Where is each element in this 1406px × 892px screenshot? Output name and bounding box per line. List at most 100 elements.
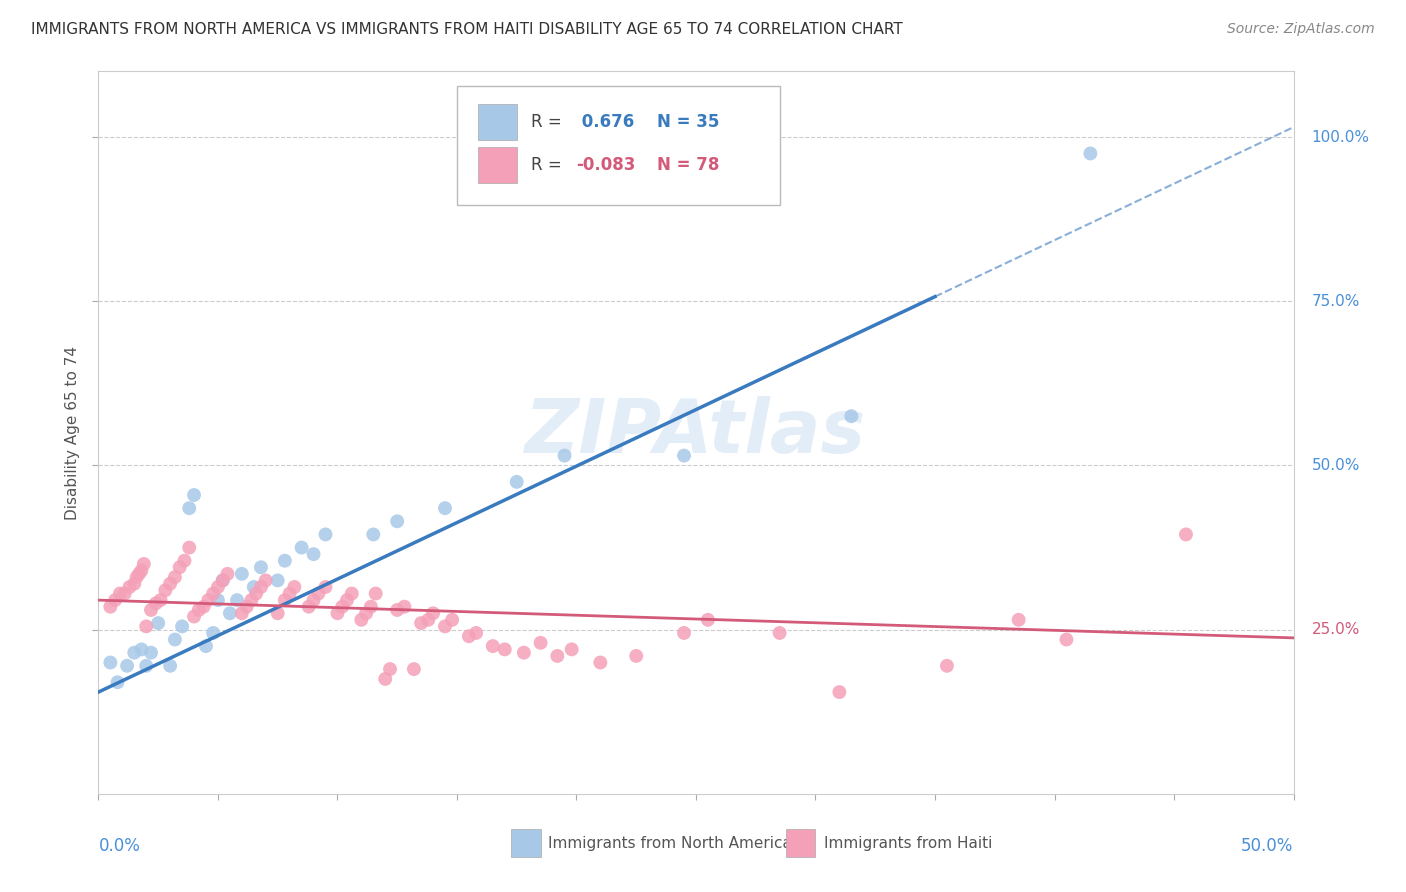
Text: Source: ZipAtlas.com: Source: ZipAtlas.com	[1227, 22, 1375, 37]
Point	[145, 596, 167, 610]
Text: 0.0%: 0.0%	[98, 838, 141, 855]
Point	[148, 616, 170, 631]
Point	[243, 580, 266, 594]
Point	[115, 658, 138, 673]
Text: R =: R =	[531, 156, 567, 174]
Point	[326, 607, 349, 621]
Point	[302, 547, 325, 561]
Point	[673, 449, 696, 463]
Point	[936, 658, 959, 673]
Point	[211, 574, 233, 588]
Point	[118, 580, 141, 594]
Point	[98, 599, 122, 614]
Point	[315, 527, 337, 541]
Point	[1175, 527, 1198, 541]
Point	[98, 656, 122, 670]
Point	[173, 554, 195, 568]
Point	[245, 586, 267, 600]
Point	[207, 580, 229, 594]
Point	[108, 586, 131, 600]
Text: 25.0%: 25.0%	[1312, 623, 1360, 637]
Point	[315, 580, 337, 594]
Point	[302, 593, 325, 607]
Point	[163, 570, 186, 584]
Point	[107, 675, 129, 690]
Point	[219, 607, 242, 621]
Point	[197, 593, 219, 607]
Point	[422, 607, 444, 621]
FancyBboxPatch shape	[478, 103, 517, 140]
Point	[187, 603, 209, 617]
Point	[1080, 146, 1102, 161]
Point	[360, 599, 382, 614]
Point	[207, 593, 229, 607]
Point	[131, 642, 153, 657]
Point	[768, 626, 790, 640]
Point	[402, 662, 425, 676]
Point	[179, 541, 201, 555]
Point	[172, 619, 194, 633]
Point	[179, 501, 201, 516]
Point	[131, 564, 153, 578]
Point	[494, 642, 516, 657]
Point	[139, 646, 162, 660]
Point	[195, 639, 218, 653]
Point	[378, 662, 401, 676]
Text: 100.0%: 100.0%	[1312, 129, 1369, 145]
Point	[240, 593, 263, 607]
Point	[291, 541, 314, 555]
Point	[149, 593, 172, 607]
Point	[159, 658, 181, 673]
Point	[434, 501, 457, 516]
Point	[364, 586, 387, 600]
Point	[354, 607, 377, 621]
Text: Immigrants from North America: Immigrants from North America	[548, 836, 792, 850]
Point	[104, 593, 127, 607]
Point	[546, 648, 568, 663]
Point	[589, 656, 612, 670]
Point	[125, 570, 148, 584]
Point	[217, 566, 239, 581]
Point	[132, 557, 155, 571]
Point	[1008, 613, 1031, 627]
Point	[254, 574, 277, 588]
Point	[385, 514, 409, 528]
Text: 0.676: 0.676	[576, 113, 634, 131]
Point	[530, 636, 553, 650]
Point	[298, 599, 321, 614]
Point	[124, 576, 146, 591]
Point	[159, 576, 181, 591]
Point	[697, 613, 720, 627]
Point	[340, 586, 363, 600]
Point	[135, 619, 157, 633]
Point	[226, 593, 249, 607]
Point	[418, 613, 440, 627]
Point	[114, 586, 136, 600]
Point	[441, 613, 464, 627]
Point	[128, 566, 150, 581]
Point	[841, 409, 863, 424]
Point	[481, 639, 505, 653]
Point	[626, 648, 648, 663]
Point	[363, 527, 385, 541]
FancyBboxPatch shape	[786, 830, 815, 856]
Text: ZIPAtlas: ZIPAtlas	[526, 396, 866, 469]
Text: Immigrants from Haiti: Immigrants from Haiti	[824, 836, 993, 850]
Point	[267, 607, 290, 621]
Point	[330, 599, 353, 614]
Text: 75.0%: 75.0%	[1312, 293, 1360, 309]
Point	[139, 603, 162, 617]
Point	[124, 646, 146, 660]
Point	[274, 554, 297, 568]
Point	[231, 566, 253, 581]
Point	[513, 646, 536, 660]
Point	[193, 599, 215, 614]
Point	[155, 583, 177, 598]
Point	[554, 449, 576, 463]
Point	[374, 672, 396, 686]
Point	[434, 619, 457, 633]
Point	[183, 609, 205, 624]
Point	[135, 658, 157, 673]
Point	[458, 629, 481, 643]
Point	[336, 593, 359, 607]
